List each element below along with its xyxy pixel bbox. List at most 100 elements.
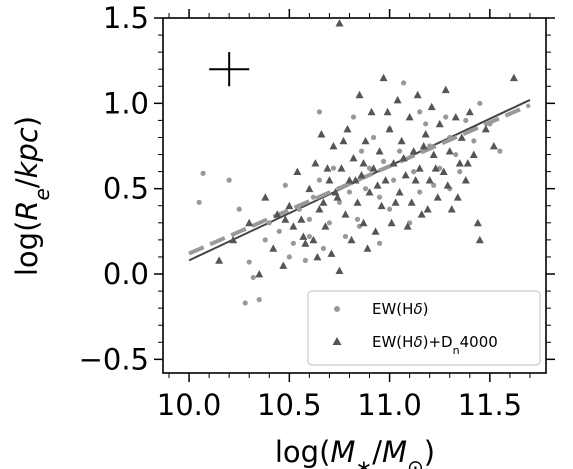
point-ewhd-dn4000	[323, 164, 332, 172]
point-ewhd-dn4000	[339, 136, 348, 145]
point-ewhd-dn4000	[327, 249, 336, 257]
point-ewhd-dn4000	[481, 124, 490, 133]
tick-labels: 10.0 10.5 11.0 11.5 −0.5 0.0 0.5 1.0 1.5	[79, 1, 523, 422]
point-ewhd	[306, 233, 312, 240]
point-ewhd-dn4000	[353, 198, 362, 206]
point-ewhd-dn4000	[435, 119, 444, 128]
point-ewhd-dn4000	[305, 184, 314, 193]
point-ewhd	[354, 216, 361, 222]
point-ewhd-dn4000	[451, 112, 460, 121]
x-tick-label: 11.0	[357, 388, 422, 422]
point-ewhd-dn4000	[325, 176, 334, 184]
point-ewhd-dn4000	[313, 252, 322, 261]
point-ewhd-dn4000	[375, 147, 384, 155]
point-ewhd-dn4000	[383, 107, 392, 116]
point-ewhd-dn4000	[319, 198, 328, 206]
point-ewhd	[417, 189, 423, 195]
point-ewhd	[427, 143, 433, 149]
point-ewhd-dn4000	[333, 193, 342, 201]
point-ewhd	[326, 220, 333, 226]
point-ewhd-dn4000	[455, 159, 464, 167]
x-tick-label: 10.5	[257, 388, 322, 422]
point-ewhd	[316, 177, 323, 183]
point-ewhd-dn4000	[447, 205, 456, 213]
point-ewhd	[477, 100, 483, 106]
point-ewhd-dn4000	[293, 167, 302, 176]
point-ewhd-dn4000	[387, 218, 396, 227]
point-ewhd	[296, 206, 302, 212]
point-ewhd-dn4000	[441, 85, 450, 94]
point-ewhd-dn4000	[415, 164, 424, 172]
point-ewhd-dn4000	[379, 73, 388, 82]
point-ewhd	[401, 80, 407, 86]
point-ewhd-dn4000	[369, 164, 378, 172]
point-ewhd-dn4000	[469, 150, 478, 158]
point-ewhd-dn4000	[357, 171, 366, 179]
point-ewhd-dn4000	[445, 147, 454, 155]
y-tick-label: 0.5	[103, 172, 149, 206]
point-ewhd-dn4000	[457, 133, 466, 141]
point-ewhd-dn4000	[373, 181, 382, 189]
point-ewhd	[266, 220, 272, 226]
point-ewhd-dn4000	[395, 188, 404, 196]
point-ewhd-dn4000	[255, 270, 264, 278]
point-ewhd-dn4000	[377, 201, 386, 210]
point-ewhd	[447, 134, 453, 141]
point-ewhd	[376, 240, 383, 246]
point-ewhd-dn4000	[425, 176, 434, 184]
point-ewhd-dn4000	[351, 176, 360, 184]
point-ewhd-dn4000	[335, 266, 344, 274]
point-ewhd-dn4000	[349, 153, 358, 162]
point-ewhd-dn4000	[285, 201, 294, 210]
point-ewhd-dn4000	[407, 198, 416, 206]
point-ewhd	[386, 206, 393, 212]
legend-label-ewhd-dn4000: EW(Hδ)+Dn4000	[372, 333, 498, 357]
point-ewhd	[242, 300, 248, 306]
point-ewhd-dn4000	[427, 102, 436, 111]
point-ewhd	[330, 165, 337, 171]
point-ewhd-dn4000	[453, 193, 462, 201]
point-ewhd	[443, 114, 449, 120]
legend-label-ewhd: EW(Hδ)	[372, 300, 429, 318]
point-ewhd	[310, 194, 316, 200]
point-ewhd-dn4000	[343, 124, 352, 133]
point-ewhd	[370, 134, 377, 141]
point-ewhd-dn4000	[463, 159, 472, 167]
point-ewhd-dn4000	[335, 19, 344, 27]
point-ewhd-dn4000	[321, 222, 330, 230]
y-tick-label: 1.5	[103, 1, 149, 35]
point-ewhd-dn4000	[317, 130, 326, 138]
point-ewhd-dn4000	[315, 205, 324, 213]
point-ewhd-dn4000	[355, 90, 364, 99]
point-ewhd	[250, 274, 256, 281]
point-ewhd	[417, 109, 423, 115]
y-tick-label: 0.0	[103, 257, 149, 291]
y-tick-label: −0.5	[79, 342, 149, 376]
point-ewhd	[362, 186, 369, 192]
point-ewhd-dn4000	[273, 210, 282, 218]
point-ewhd-dn4000	[433, 193, 442, 201]
legend-box	[307, 290, 541, 366]
point-ewhd	[282, 182, 288, 188]
point-ewhd-dn4000	[391, 198, 400, 206]
point-ewhd	[226, 177, 232, 183]
point-ewhd-dn4000	[385, 124, 394, 133]
point-ewhd-dn4000	[399, 153, 408, 162]
point-ewhd-dn4000	[475, 235, 484, 244]
point-ewhd	[391, 177, 397, 183]
error-bar-cross	[209, 52, 250, 87]
fit-line-dashed	[188, 103, 531, 256]
point-ewhd-dn4000	[409, 147, 418, 155]
point-ewhd-dn4000	[329, 142, 338, 150]
point-ewhd-dn4000	[297, 215, 306, 223]
point-ewhd	[380, 158, 387, 164]
ticks	[154, 9, 555, 382]
point-ewhd	[423, 121, 429, 127]
point-ewhd-dn4000	[443, 181, 452, 189]
point-ewhd-dn4000	[473, 218, 482, 227]
point-ewhd-dn4000	[367, 107, 376, 116]
point-ewhd-dn4000	[419, 142, 428, 150]
point-ewhd	[256, 297, 262, 303]
point-ewhd-dn4000	[359, 218, 368, 227]
point-ewhd-dn4000	[393, 95, 402, 104]
